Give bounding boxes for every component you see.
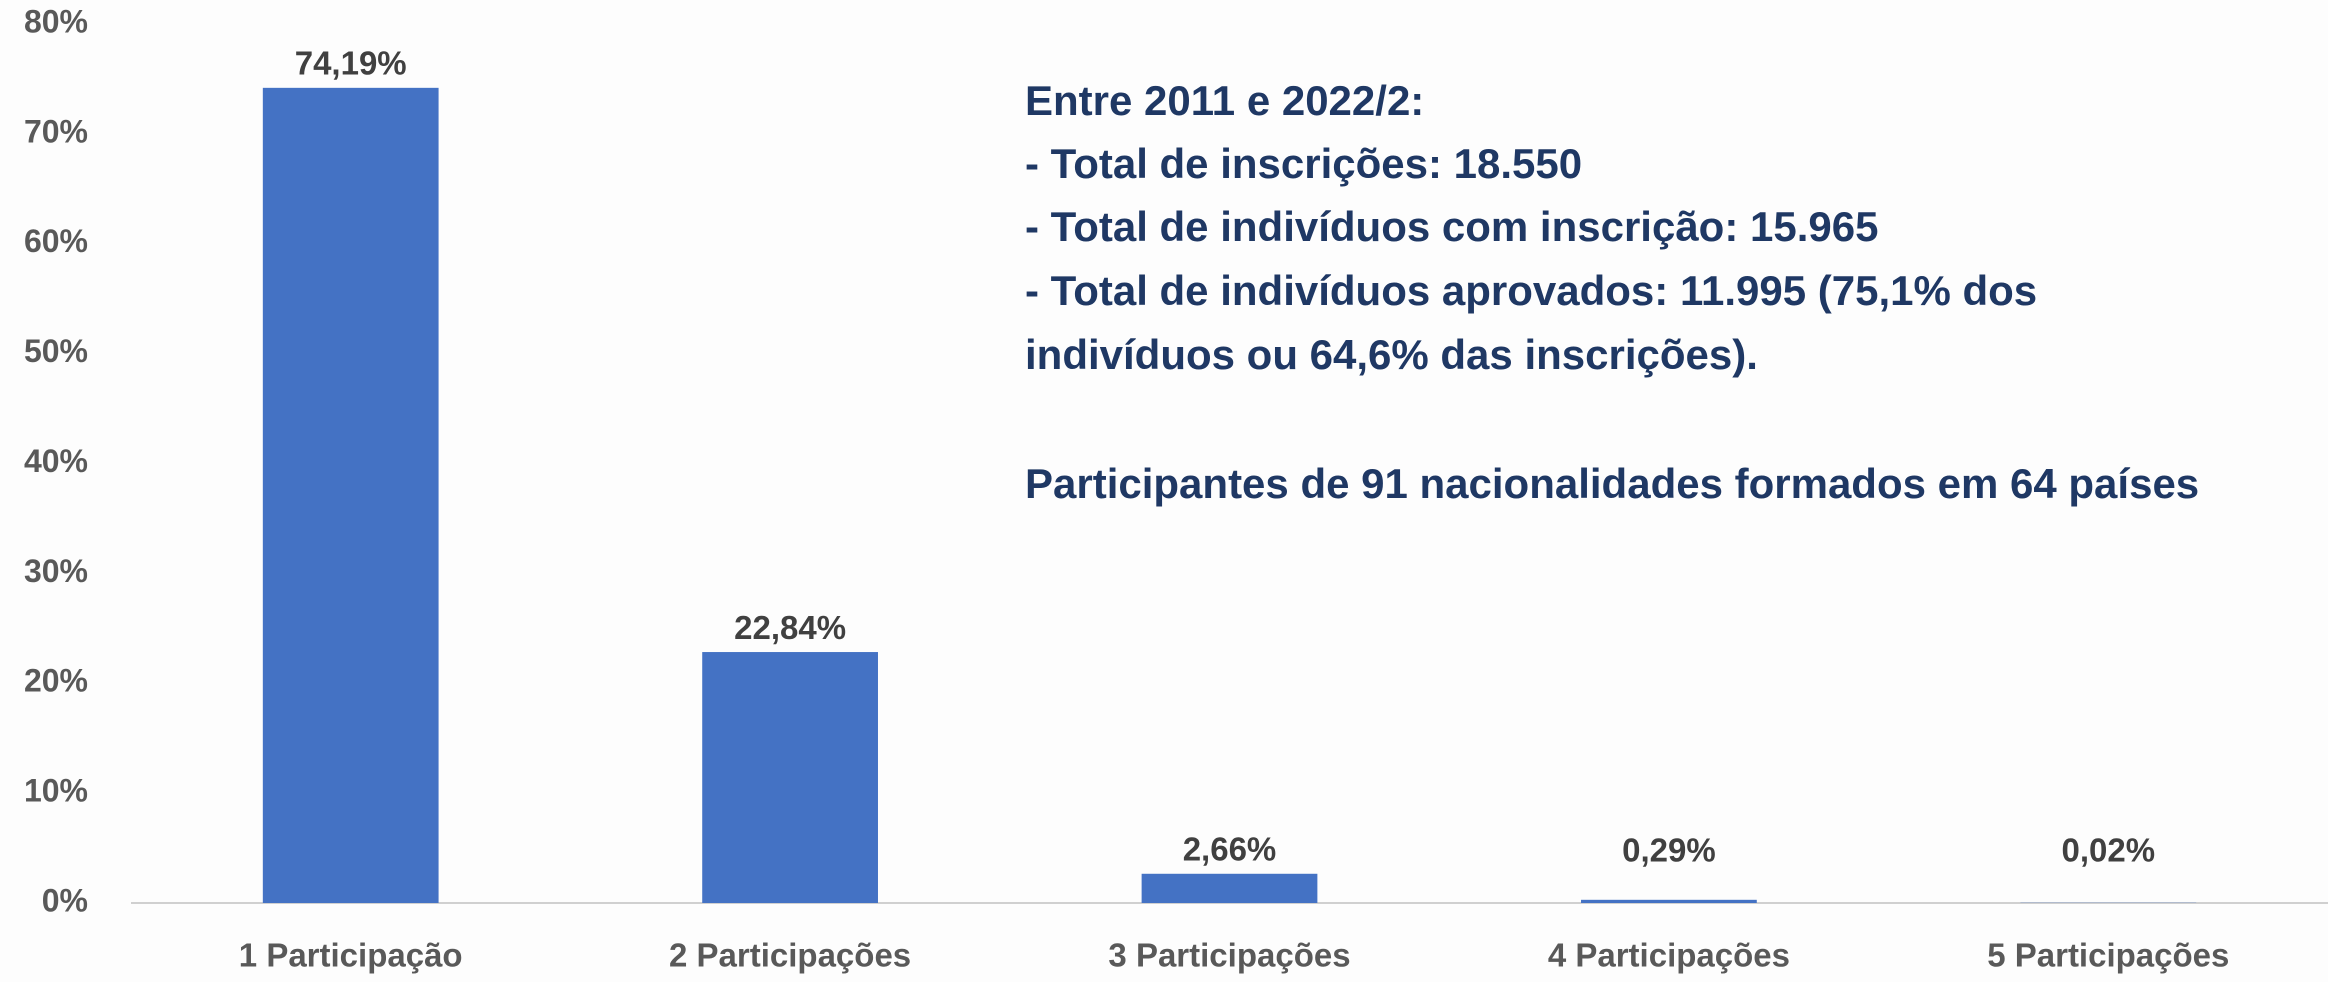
x-tick-label: 2 Participações xyxy=(669,937,911,974)
annotation: Entre 2011 e 2022/2: xyxy=(1025,77,1424,124)
y-tick-label: 0% xyxy=(42,882,88,918)
bar xyxy=(1141,873,1318,903)
y-tick-label: 70% xyxy=(24,113,88,149)
data-label: 2,66% xyxy=(1183,830,1277,867)
data-label: 22,84% xyxy=(734,609,846,646)
x-tick-label: 3 Participações xyxy=(1108,937,1350,974)
annotation: Participantes de 91 nacionalidades forma… xyxy=(1025,460,2199,507)
y-tick-label: 20% xyxy=(24,663,88,699)
y-tick-label: 80% xyxy=(24,3,88,39)
y-tick-label: 30% xyxy=(24,553,88,589)
data-label: 0,29% xyxy=(1622,832,1716,869)
y-tick-label: 50% xyxy=(24,333,88,369)
y-tick-label: 10% xyxy=(24,773,88,809)
bar xyxy=(262,87,439,903)
annotation: - Total de indivíduos com inscrição: 15.… xyxy=(1025,203,1878,250)
x-tick-label: 4 Participações xyxy=(1548,937,1790,974)
annotation: indivíduos ou 64,6% das inscrições). xyxy=(1025,331,1758,378)
bar xyxy=(702,652,878,903)
x-tick-label: 1 Participação xyxy=(239,937,463,974)
y-tick-label: 40% xyxy=(24,443,88,479)
x-tick-label: 5 Participações xyxy=(1987,937,2229,974)
annotation: - Total de indivíduos aprovados: 11.995 … xyxy=(1025,267,2037,314)
data-label: 74,19% xyxy=(295,45,407,82)
bar xyxy=(1581,899,1757,903)
data-label: 0,02% xyxy=(2062,832,2156,869)
annotation: - Total de inscrições: 18.550 xyxy=(1025,140,1582,187)
y-tick-label: 60% xyxy=(24,223,88,259)
